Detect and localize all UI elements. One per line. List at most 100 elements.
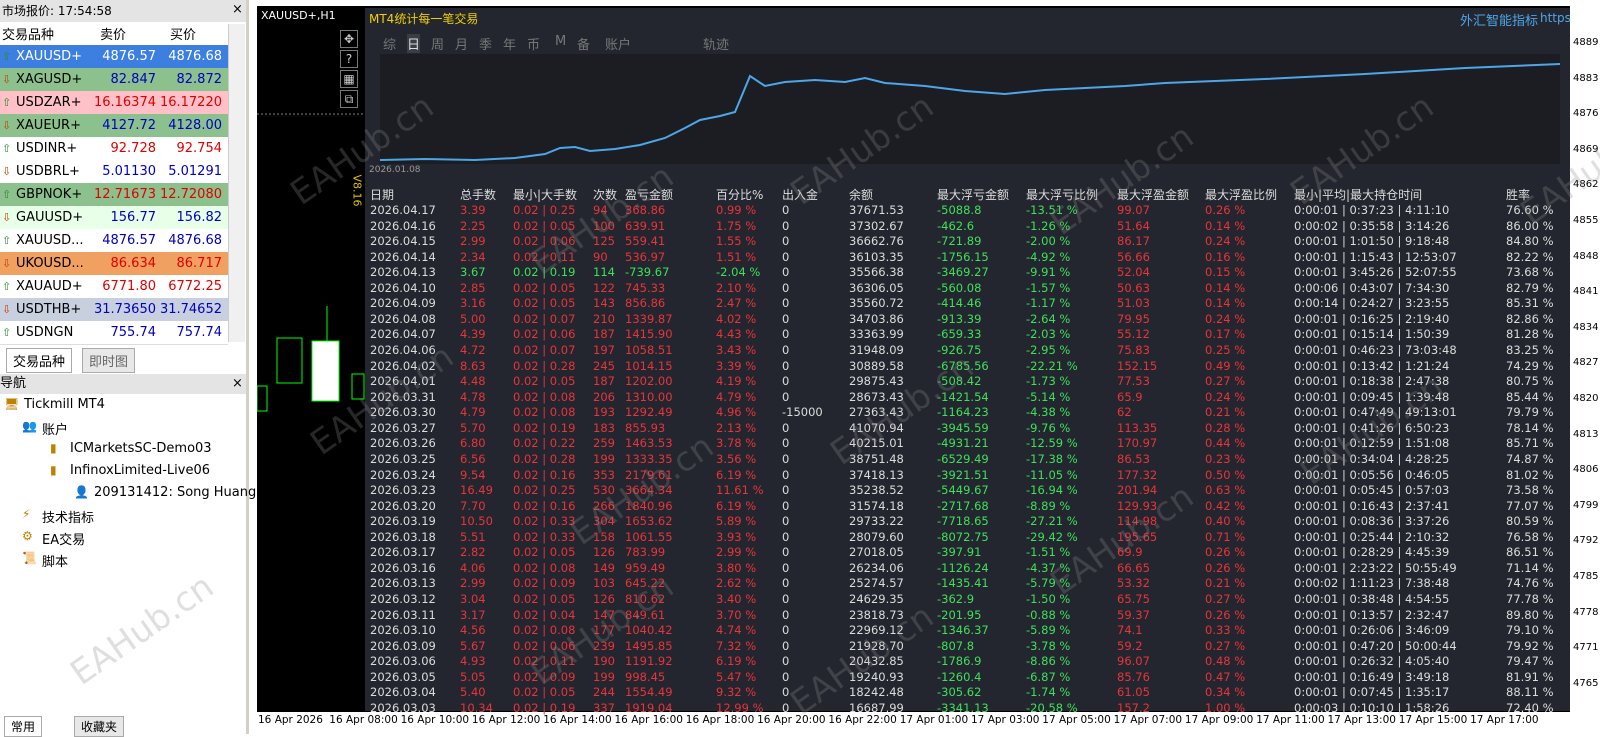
- table-cell: 2.99 %: [716, 545, 757, 560]
- table-cell: 0: [782, 685, 790, 700]
- table-cell: -1.74 %: [1026, 685, 1071, 700]
- table-header: 最小|平均|最大持仓时间: [1294, 188, 1423, 202]
- table-cell: 195.65: [1117, 529, 1158, 544]
- table-cell: 4.19 %: [716, 374, 757, 389]
- price-label: 4765: [1573, 677, 1599, 689]
- stats-tab[interactable]: 周: [431, 38, 445, 53]
- table-cell: 5.89 %: [716, 514, 757, 529]
- quote-row[interactable]: USDZAR+ 16.16374 16.17220 ⇧: [0, 91, 228, 115]
- price-label: 4778: [1573, 606, 1599, 618]
- nav-item[interactable]: 脚本: [42, 555, 69, 570]
- stats-tab[interactable]: 轨迹: [703, 38, 730, 53]
- price-label: 4889: [1573, 37, 1599, 48]
- table-cell: 0:00:01 | 0:09:45 | 1:39:48: [1294, 389, 1450, 404]
- quote-row[interactable]: USDNGN 755.74 757.74 ⇧: [0, 321, 228, 345]
- close-button[interactable]: ×: [232, 376, 243, 391]
- quote-row[interactable]: XAGUSD+ 82.847 82.872 ⇩: [0, 68, 228, 92]
- table-cell: 0:00:14 | 0:24:27 | 3:23:55: [1294, 296, 1450, 311]
- panel-title: MT4统计每一笔交易: [369, 12, 479, 26]
- stats-tab[interactable]: 月: [455, 38, 469, 53]
- tool-button[interactable]: ✥: [340, 30, 358, 48]
- table-cell: -1346.37: [937, 623, 989, 638]
- quote-row[interactable]: XAUUSD+ 4876.57 4876.68 ⇧: [0, 45, 228, 69]
- nav-item[interactable]: InfinoxLimited-Live06: [70, 463, 211, 478]
- quote-row[interactable]: XAUUSD... 4876.57 4876.68 ⇧: [0, 229, 228, 253]
- table-cell: 3664.34: [625, 483, 673, 498]
- stats-tab[interactable]: 币: [527, 38, 541, 53]
- tool-button[interactable]: ?: [340, 50, 358, 68]
- symbol: USDNGN: [16, 325, 74, 340]
- quote-row[interactable]: USDBRL+ 5.01130 5.01291 ⇩: [0, 160, 228, 184]
- arrow-icon: ⇩: [2, 165, 12, 178]
- table-cell: 0.02 | 0.05: [513, 280, 576, 295]
- table-cell: 10.50: [460, 514, 493, 529]
- nav-item[interactable]: ICMarketsSC-Demo03: [70, 441, 212, 456]
- table-cell: 50.63: [1117, 280, 1150, 295]
- stats-tab[interactable]: M: [555, 34, 567, 49]
- table-cell: 33363.99: [849, 327, 904, 342]
- quote-row[interactable]: GBPNOK+ 12.71673 12.72080 ⇧: [0, 183, 228, 207]
- nav-item[interactable]: 209131412: Song Huang: [94, 485, 257, 500]
- tool-button[interactable]: ⧉: [340, 90, 358, 108]
- table-cell: 0.14 %: [1205, 280, 1246, 295]
- tab[interactable]: 即时图: [82, 348, 136, 373]
- table-cell: 187: [593, 327, 615, 342]
- table-cell: 855.93: [625, 420, 666, 435]
- stats-tab[interactable]: 年: [503, 38, 517, 53]
- bid: 4876.57: [102, 49, 156, 64]
- table-cell: 3.80 %: [716, 560, 757, 575]
- table-header: 最大浮亏金额: [937, 188, 1010, 202]
- table-cell: 0.02 | 0.22: [513, 436, 576, 451]
- table-cell: 35238.52: [849, 483, 904, 498]
- table-cell: 4.78: [460, 389, 486, 404]
- close-button[interactable]: ×: [232, 2, 243, 17]
- tab[interactable]: 交易品种: [6, 348, 73, 373]
- table-cell: 2026.03.19: [370, 514, 436, 529]
- quote-row[interactable]: GAUUSD+ 156.77 156.82 ⇩: [0, 206, 228, 230]
- table-cell: 2026.03.23: [370, 483, 436, 498]
- ask: 82.872: [176, 72, 223, 87]
- table-cell: 0.02 | 0.06: [513, 638, 576, 653]
- table-cell: 79.92 %: [1506, 638, 1554, 653]
- nav-item[interactable]: EA交易: [42, 533, 86, 548]
- table-cell: -1.73 %: [1026, 374, 1071, 389]
- table-cell: 3.39 %: [716, 358, 757, 373]
- table-cell: -3469.27: [937, 265, 989, 280]
- nav-item[interactable]: 账户: [42, 423, 69, 438]
- table-cell: 0.50 %: [1205, 467, 1246, 482]
- stats-tab[interactable]: 备: [577, 38, 591, 53]
- table-cell: 83.25 %: [1506, 343, 1554, 358]
- quote-row[interactable]: USDTHB+ 31.73650 31.74652 ⇩: [0, 298, 228, 322]
- table-cell: 25274.57: [849, 576, 904, 591]
- table-cell: 183: [593, 420, 615, 435]
- quote-row[interactable]: UKOUSD... 86.634 86.717 ⇩: [0, 252, 228, 276]
- tab[interactable]: 常用: [4, 716, 43, 737]
- price-label: 4876: [1573, 108, 1599, 120]
- table-cell: 0:00:01 | 0:15:14 | 1:50:39: [1294, 327, 1450, 342]
- stats-tab[interactable]: 账户: [605, 38, 632, 53]
- market-watch-title: 市场报价: 17:54:58: [0, 0, 246, 22]
- tool-button[interactable]: ▦: [340, 70, 358, 88]
- stats-tab[interactable]: 季: [479, 38, 493, 53]
- table-cell: 193: [593, 405, 615, 420]
- nav-item[interactable]: Tickmill MT4: [24, 397, 105, 412]
- nav-item[interactable]: 技术指标: [42, 511, 95, 526]
- table-cell: 177: [593, 623, 615, 638]
- table-cell: 1495.85: [625, 638, 673, 653]
- table-cell: -201.95: [937, 607, 982, 622]
- quote-row[interactable]: USDINR+ 92.728 92.754 ⇧: [0, 137, 228, 161]
- ask: 12.72080: [159, 187, 222, 202]
- quote-row[interactable]: XAUEUR+ 4127.72 4128.00 ⇩: [0, 114, 228, 138]
- nav-icon: ▮: [50, 463, 57, 477]
- table-cell: 0:00:01 | 0:07:45 | 1:35:17: [1294, 685, 1450, 700]
- table-cell: 0.02 | 0.07: [513, 311, 576, 326]
- stats-tab[interactable]: 日: [407, 34, 421, 53]
- arrow-icon: ⇧: [2, 326, 12, 339]
- quote-row[interactable]: XAUAUD+ 6771.80 6772.25 ⇧: [0, 275, 228, 299]
- stats-tab[interactable]: 综: [383, 38, 397, 53]
- table-cell: 0:00:01 | 0:28:29 | 4:45:39: [1294, 545, 1450, 560]
- column-header: 卖价: [100, 28, 127, 43]
- table-cell: 0: [782, 669, 790, 684]
- table-cell: 5.67: [460, 638, 486, 653]
- table-cell: 559.41: [625, 234, 666, 249]
